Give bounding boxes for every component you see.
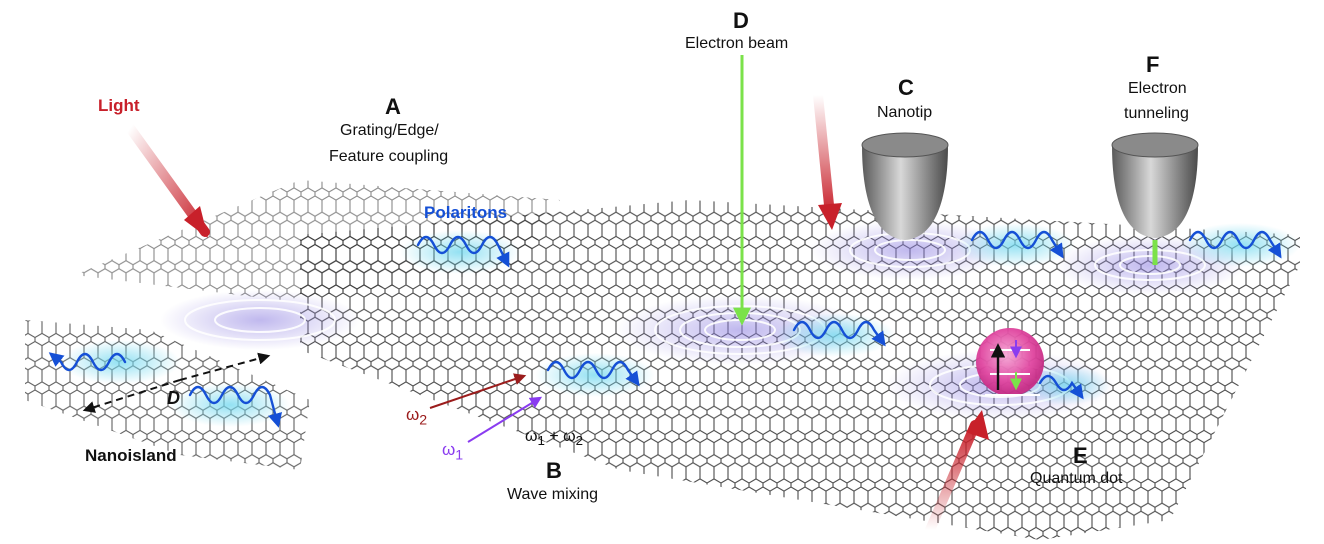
label-f-letter: F [1146, 52, 1160, 77]
arrow-icon [966, 410, 989, 440]
polariton-glow-e [1020, 365, 1110, 405]
nanoisland-label: Nanoisland [85, 446, 177, 465]
arrow-icon [184, 206, 208, 238]
sum-w1-subscript: 1 [537, 433, 545, 449]
polariton-wave-icon [416, 235, 510, 268]
polariton-wave-icon [546, 360, 640, 387]
polariton-glow-c [955, 223, 1075, 267]
sum-w2-subscript: 2 [575, 433, 584, 449]
nanoisland-diameter-arrow [179, 352, 271, 381]
omega2-arrow [429, 373, 527, 409]
label-b-letter: B [546, 458, 562, 483]
sum-plus-w2: + ω [544, 428, 576, 445]
sum-frequency-label: ω1 + ω2 [525, 428, 583, 449]
polariton-wave-icon [1038, 374, 1084, 400]
quantum-dot-icon [976, 328, 1044, 396]
omega1-label: ω1 [442, 440, 463, 464]
polariton-wave-icon [188, 385, 282, 428]
light-beam-quantum-dot [925, 420, 980, 535]
label-a-desc-2: Feature coupling [329, 148, 449, 165]
polariton-wave-icon [970, 230, 1064, 259]
label-a-letter: A [385, 94, 401, 119]
ripple-nanotip [810, 220, 1010, 280]
polariton-glow-b [535, 353, 655, 397]
label-c-desc: Nanotip [877, 104, 933, 121]
light-beam-nanotip [813, 90, 835, 220]
label-a-desc-1: Grating/Edge/ [340, 122, 439, 139]
label-e-desc: Quantum dot [1030, 470, 1123, 487]
label-d-desc: Electron beam [685, 35, 789, 52]
nanoisland-diameter-arrow [82, 379, 181, 413]
polaritons-label: Polaritons [424, 203, 508, 222]
label-c-letter: C [898, 75, 914, 100]
label-f-desc-1: Electron [1128, 80, 1187, 97]
polariton-glow-island-1 [60, 340, 180, 384]
omega2-symbol: ω [406, 405, 420, 424]
omega1-symbol: ω [442, 440, 456, 459]
omega1-arrow [467, 396, 543, 443]
omega2-label: ω2 [406, 405, 427, 429]
omega1-subscript: 1 [455, 447, 464, 464]
light-label: Light [98, 96, 140, 115]
label-b-desc: Wave mixing [507, 486, 598, 503]
label-d-letter: D [733, 8, 749, 33]
polariton-wave-icon [792, 320, 886, 347]
nanoisland-d-label: D [167, 388, 180, 408]
label-e-letter: E [1073, 443, 1088, 468]
arrow-icon [818, 203, 842, 230]
sum-w1-symbol: ω [525, 428, 538, 445]
main-graphene-sheet [300, 200, 1300, 540]
polariton-wave-icon [1188, 230, 1282, 259]
polariton-glow-island-2 [170, 383, 290, 427]
polariton-wave-icon [48, 352, 127, 372]
label-f-desc-2: tunneling [1124, 105, 1189, 122]
nanotip-icon [1111, 132, 1199, 265]
omega2-subscript: 2 [419, 412, 428, 429]
nanotip-icon [861, 132, 949, 240]
polariton-glow-a [400, 230, 520, 274]
